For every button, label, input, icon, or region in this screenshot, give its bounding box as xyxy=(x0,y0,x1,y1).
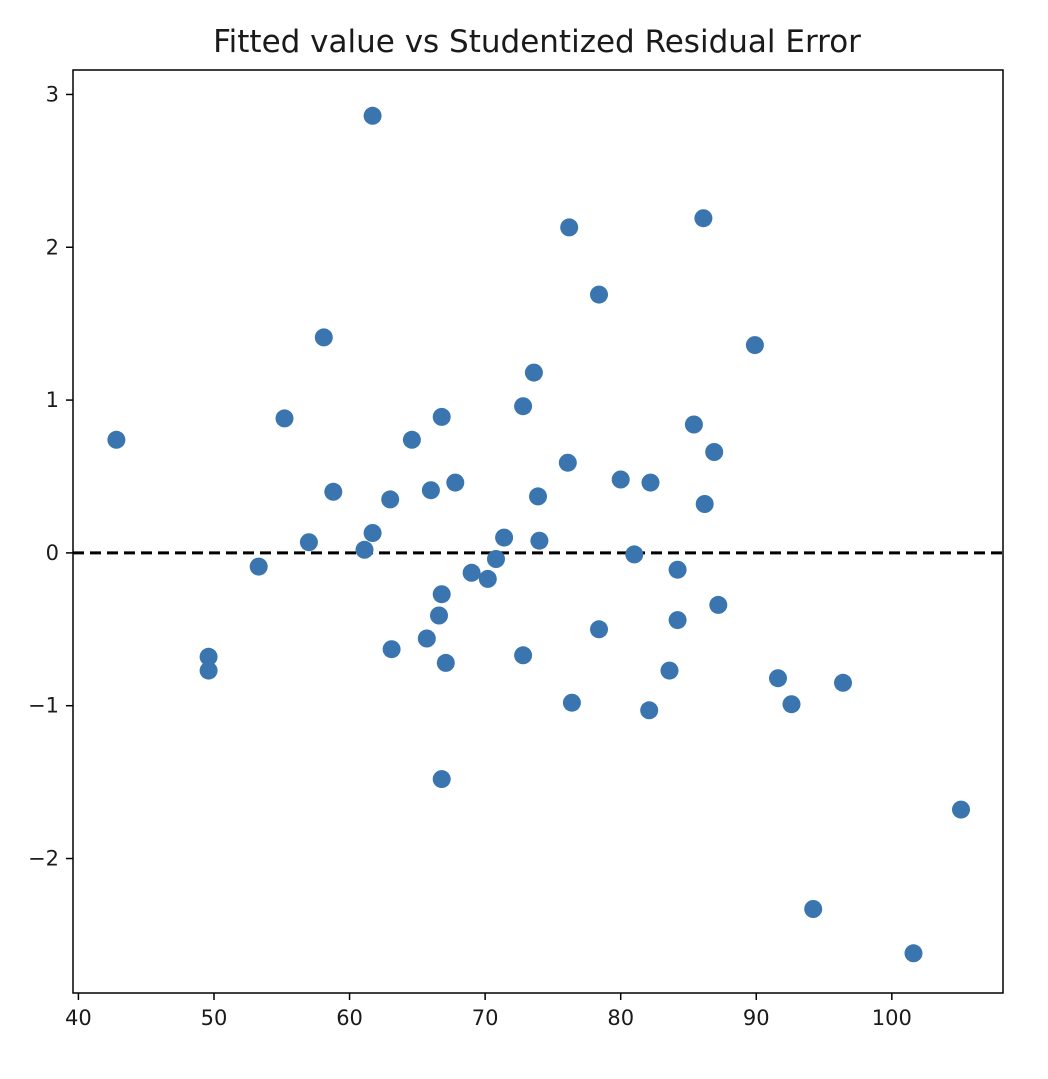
scatter-point xyxy=(590,285,608,304)
chart-title: Fitted value vs Studentized Residual Err… xyxy=(213,24,861,60)
scatter-point xyxy=(590,620,608,639)
scatter-point xyxy=(495,528,514,547)
scatter-point xyxy=(514,646,533,665)
scatter-point xyxy=(562,693,581,712)
scatter-point xyxy=(705,443,724,461)
x-tick-label: 40 xyxy=(65,1006,92,1030)
scatter-point xyxy=(782,695,801,714)
scatter-point xyxy=(558,453,577,472)
scatter-point xyxy=(640,701,659,720)
scatter-point xyxy=(199,661,218,680)
scatter-point xyxy=(432,407,451,426)
scatter-point xyxy=(249,557,268,576)
scatter-point xyxy=(611,470,630,489)
x-tick-label: 70 xyxy=(472,1006,499,1030)
scatter-point xyxy=(363,524,382,542)
scatter-point xyxy=(478,569,497,588)
scatter-point xyxy=(668,611,687,630)
scatter-point xyxy=(324,482,343,501)
x-tick-label: 50 xyxy=(201,1006,228,1030)
scatter-point xyxy=(402,430,421,449)
scatter-point xyxy=(514,397,533,416)
scatter-point xyxy=(363,106,382,125)
y-tick-label: −2 xyxy=(28,847,59,871)
scatter-point xyxy=(446,473,465,492)
scatter-point xyxy=(641,473,660,492)
scatter-point xyxy=(417,629,436,648)
scatter-point xyxy=(107,430,126,449)
scatter-point xyxy=(560,218,579,237)
scatter-point xyxy=(625,545,644,564)
y-tick-label: 2 xyxy=(46,235,59,259)
x-tick-label: 80 xyxy=(607,1006,634,1030)
scatter-point xyxy=(487,550,505,568)
scatter-point xyxy=(660,661,679,680)
scatter-point xyxy=(382,640,401,659)
scatter-point xyxy=(668,560,687,579)
scatter-point xyxy=(952,800,970,819)
scatter-point xyxy=(695,495,714,513)
x-tick-label: 90 xyxy=(743,1006,770,1030)
scatter-point xyxy=(709,595,728,614)
scatter-point xyxy=(745,336,764,355)
scatter-point xyxy=(381,490,400,509)
x-tick-label: 60 xyxy=(336,1006,363,1030)
scatter-point xyxy=(834,673,852,692)
scatter-point xyxy=(436,653,455,672)
x-tick-label: 100 xyxy=(872,1006,912,1030)
scatter-point xyxy=(314,328,333,347)
scatter-point xyxy=(524,363,543,382)
scatter-point xyxy=(804,900,823,918)
scatter-point xyxy=(530,531,549,550)
scatter-point xyxy=(275,409,294,428)
y-tick-label: −1 xyxy=(28,694,59,718)
scatter-point xyxy=(299,533,318,552)
axes-layer: 40 50 60 70 80 90 100 3 2 1 0 −1 −2 xyxy=(28,69,1004,1030)
scatter-point xyxy=(462,563,481,582)
y-tick-label: 1 xyxy=(46,388,59,412)
scatter-point xyxy=(684,415,703,434)
scatter-point xyxy=(355,540,374,559)
scatter-point xyxy=(694,209,713,228)
scatter-point xyxy=(432,770,451,789)
scatter-point xyxy=(421,481,440,500)
scatter-point xyxy=(769,669,787,688)
y-tick-label: 0 xyxy=(46,541,59,565)
points-layer xyxy=(107,106,970,963)
scatter-point xyxy=(430,606,448,625)
scatter-point xyxy=(199,647,218,666)
plot-frame xyxy=(72,69,1004,994)
scatter-point xyxy=(432,585,451,604)
scatter-point xyxy=(529,487,547,506)
y-tick-label: 3 xyxy=(46,82,59,106)
scatter-point xyxy=(904,944,923,963)
